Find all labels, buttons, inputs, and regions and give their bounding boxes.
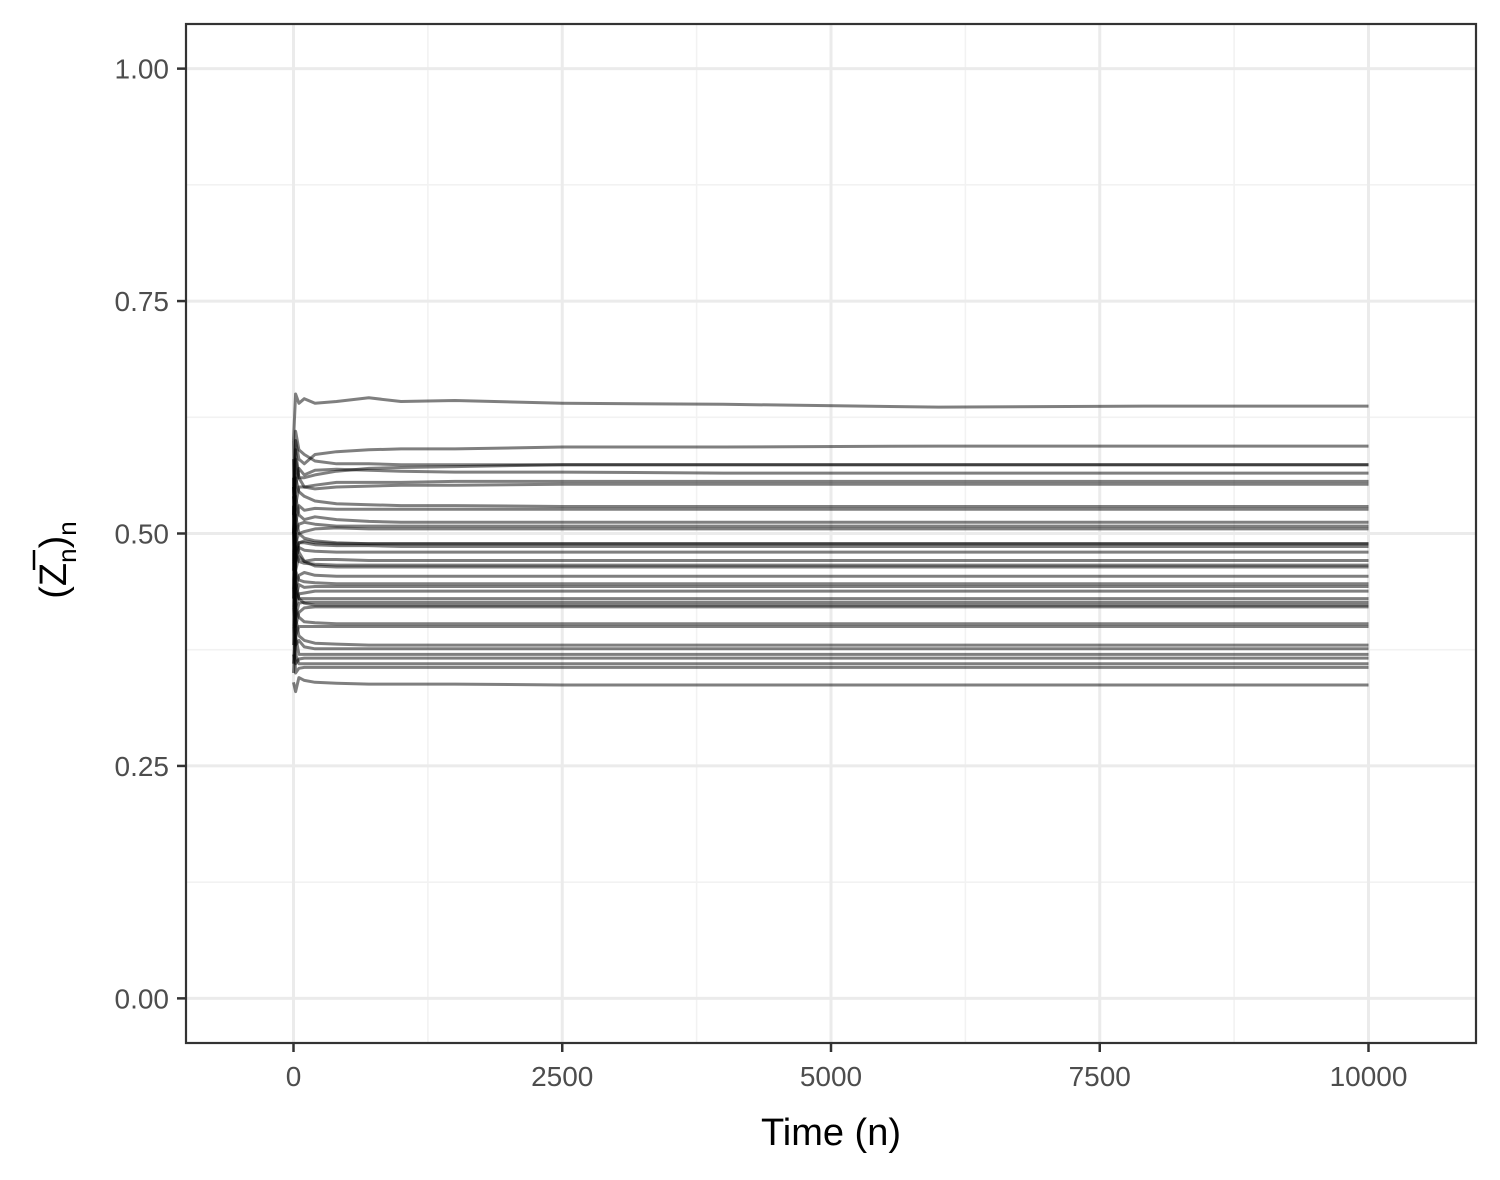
series-line-16 xyxy=(292,477,1369,567)
x-axis-title: Time (n) xyxy=(761,1112,901,1154)
x-tick-label: 0 xyxy=(286,1061,302,1092)
series-line-20 xyxy=(292,583,1369,646)
series-line-7 xyxy=(292,476,1369,515)
y-axis-title-sub2: n xyxy=(52,521,82,535)
series-lines xyxy=(292,392,1369,694)
series-line-29 xyxy=(292,607,1369,651)
series-line-34 xyxy=(292,676,1369,694)
major-gridlines xyxy=(186,24,1476,1043)
series-line-17 xyxy=(292,555,1369,627)
series-line-4 xyxy=(292,466,1369,553)
series-line-36 xyxy=(292,539,1369,599)
x-tick-label: 2500 xyxy=(531,1061,593,1092)
y-axis-title-sub1: n xyxy=(52,548,82,562)
y-axis-title-open: ( xyxy=(33,586,75,599)
series-line-24 xyxy=(292,459,1369,607)
series-line-23 xyxy=(292,600,1369,664)
y-tick-label: 0.00 xyxy=(115,983,170,1014)
x-axis-ticks: 0 2500 5000 7500 10000 xyxy=(286,1043,1408,1092)
y-axis-title-close: ) xyxy=(33,536,75,549)
series-line-31 xyxy=(292,654,1369,666)
series-line-26 xyxy=(292,533,1369,626)
series-line-27 xyxy=(292,625,1369,674)
y-tick-label: 0.25 xyxy=(115,751,170,782)
series-line-28 xyxy=(292,552,1369,647)
series-line-19 xyxy=(292,440,1369,586)
y-tick-label: 1.00 xyxy=(115,54,170,85)
series-line-32 xyxy=(292,579,1369,666)
series-line-9 xyxy=(292,494,1369,534)
series-line-35 xyxy=(292,429,1369,534)
y-axis-title-text: (Zn)n xyxy=(33,521,82,598)
y-tick-label: 0.50 xyxy=(115,519,170,550)
series-line-10 xyxy=(292,496,1369,535)
x-tick-label: 5000 xyxy=(800,1061,862,1092)
series-line-8 xyxy=(292,504,1369,571)
series-line-30 xyxy=(292,486,1369,656)
series-line-21 xyxy=(292,561,1369,610)
y-axis-title: (Zn)n xyxy=(32,521,82,599)
series-line-2 xyxy=(292,439,1369,488)
x-tick-label: 7500 xyxy=(1069,1061,1131,1092)
series-line-18 xyxy=(292,533,1369,591)
x-tick-label: 10000 xyxy=(1330,1061,1408,1092)
y-axis-title-symbol: Z xyxy=(33,563,75,586)
y-axis-ticks: 0.00 0.25 0.50 0.75 1.00 xyxy=(115,54,186,1014)
series-line-15 xyxy=(292,532,1369,590)
series-line-33 xyxy=(292,626,1369,675)
y-tick-label: 0.75 xyxy=(115,286,170,317)
series-line-1 xyxy=(292,392,1369,441)
series-line-5 xyxy=(292,457,1369,534)
series-line-25 xyxy=(292,589,1369,628)
series-line-6 xyxy=(292,482,1369,562)
series-line-14 xyxy=(292,505,1369,563)
